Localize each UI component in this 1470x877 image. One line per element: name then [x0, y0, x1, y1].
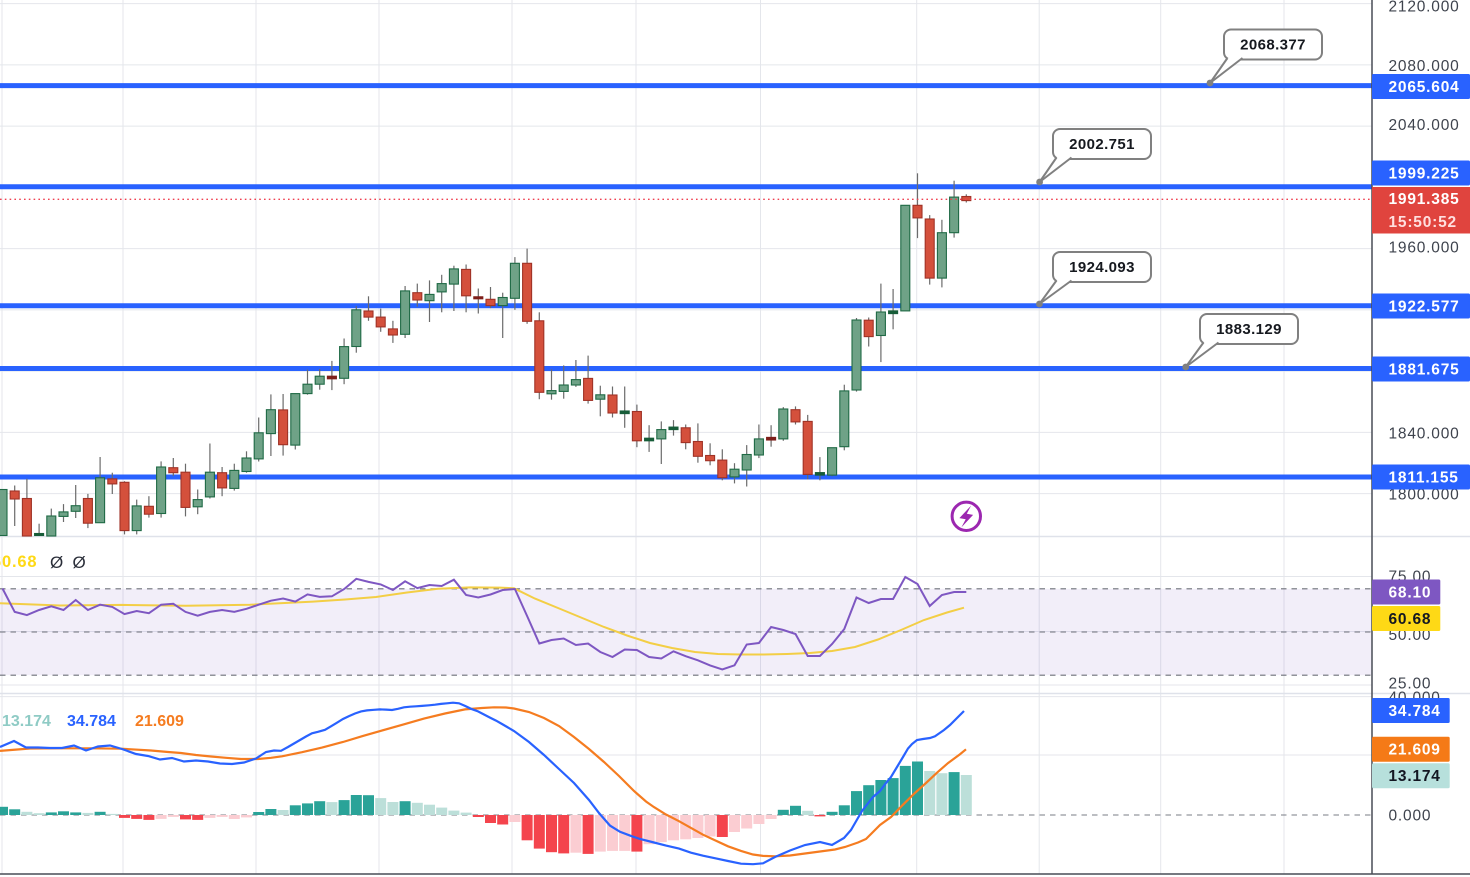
svg-text:2080.000: 2080.000	[1389, 58, 1460, 75]
svg-text:1811.155: 1811.155	[1389, 469, 1459, 486]
svg-text:34.784: 34.784	[67, 713, 116, 730]
svg-text:Ø: Ø	[50, 553, 63, 572]
svg-text:2040.000: 2040.000	[1389, 117, 1460, 134]
svg-text:13.174: 13.174	[1389, 768, 1441, 785]
svg-text:1960.000: 1960.000	[1389, 239, 1460, 256]
svg-text:34.784: 34.784	[1389, 703, 1441, 720]
svg-text:1922.577: 1922.577	[1389, 298, 1460, 315]
svg-text:1800.000: 1800.000	[1389, 486, 1460, 503]
svg-text:1999.225: 1999.225	[1389, 165, 1460, 182]
svg-text:25.00: 25.00	[1389, 675, 1432, 692]
svg-text:1883.129: 1883.129	[1216, 321, 1282, 338]
svg-text:0.000: 0.000	[1389, 807, 1432, 824]
svg-text:21.609: 21.609	[135, 713, 184, 730]
svg-text:60.68: 60.68	[1389, 611, 1432, 628]
svg-text:1881.675: 1881.675	[1389, 361, 1460, 378]
svg-text:13.174: 13.174	[2, 713, 51, 730]
svg-text:21.609: 21.609	[1389, 742, 1441, 759]
svg-text:2002.751: 2002.751	[1069, 136, 1135, 153]
svg-text:1924.093: 1924.093	[1069, 259, 1135, 276]
svg-text:1840.000: 1840.000	[1389, 425, 1460, 442]
svg-text:2120.000: 2120.000	[1389, 0, 1460, 15]
svg-text:Ø: Ø	[73, 553, 86, 572]
svg-text:68.10: 68.10	[1389, 584, 1432, 601]
svg-text:60.68: 60.68	[0, 553, 37, 571]
svg-text:50.00: 50.00	[1389, 627, 1432, 644]
svg-text:15:50:52: 15:50:52	[1389, 214, 1457, 231]
svg-text:2068.377: 2068.377	[1240, 37, 1306, 54]
svg-text:1991.385: 1991.385	[1389, 191, 1460, 208]
svg-text:2065.604: 2065.604	[1389, 79, 1460, 96]
